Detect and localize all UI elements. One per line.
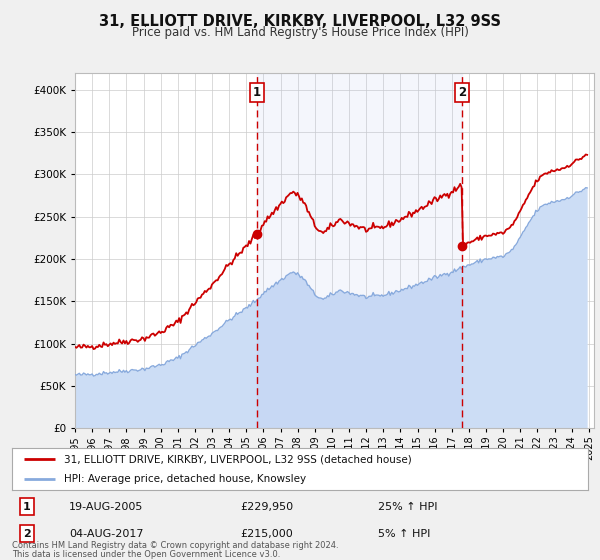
Text: 2: 2 [458, 86, 466, 99]
Text: 25% ↑ HPI: 25% ↑ HPI [378, 502, 437, 512]
Text: £229,950: £229,950 [240, 502, 293, 512]
Text: HPI: Average price, detached house, Knowsley: HPI: Average price, detached house, Know… [64, 474, 306, 484]
Bar [257, 73, 462, 428]
Text: 19-AUG-2005: 19-AUG-2005 [69, 502, 143, 512]
Text: 1: 1 [253, 86, 261, 99]
Text: Contains HM Land Registry data © Crown copyright and database right 2024.: Contains HM Land Registry data © Crown c… [12, 542, 338, 550]
Text: 2: 2 [23, 529, 31, 539]
Text: Price paid vs. HM Land Registry's House Price Index (HPI): Price paid vs. HM Land Registry's House … [131, 26, 469, 39]
Text: 31, ELLIOTT DRIVE, KIRKBY, LIVERPOOL, L32 9SS: 31, ELLIOTT DRIVE, KIRKBY, LIVERPOOL, L3… [99, 14, 501, 29]
Text: 31, ELLIOTT DRIVE, KIRKBY, LIVERPOOL, L32 9SS (detached house): 31, ELLIOTT DRIVE, KIRKBY, LIVERPOOL, L3… [64, 454, 412, 464]
Text: £215,000: £215,000 [240, 529, 293, 539]
Text: 1: 1 [23, 502, 31, 512]
Text: This data is licensed under the Open Government Licence v3.0.: This data is licensed under the Open Gov… [12, 550, 280, 559]
Text: 04-AUG-2017: 04-AUG-2017 [69, 529, 143, 539]
Text: 5% ↑ HPI: 5% ↑ HPI [378, 529, 430, 539]
